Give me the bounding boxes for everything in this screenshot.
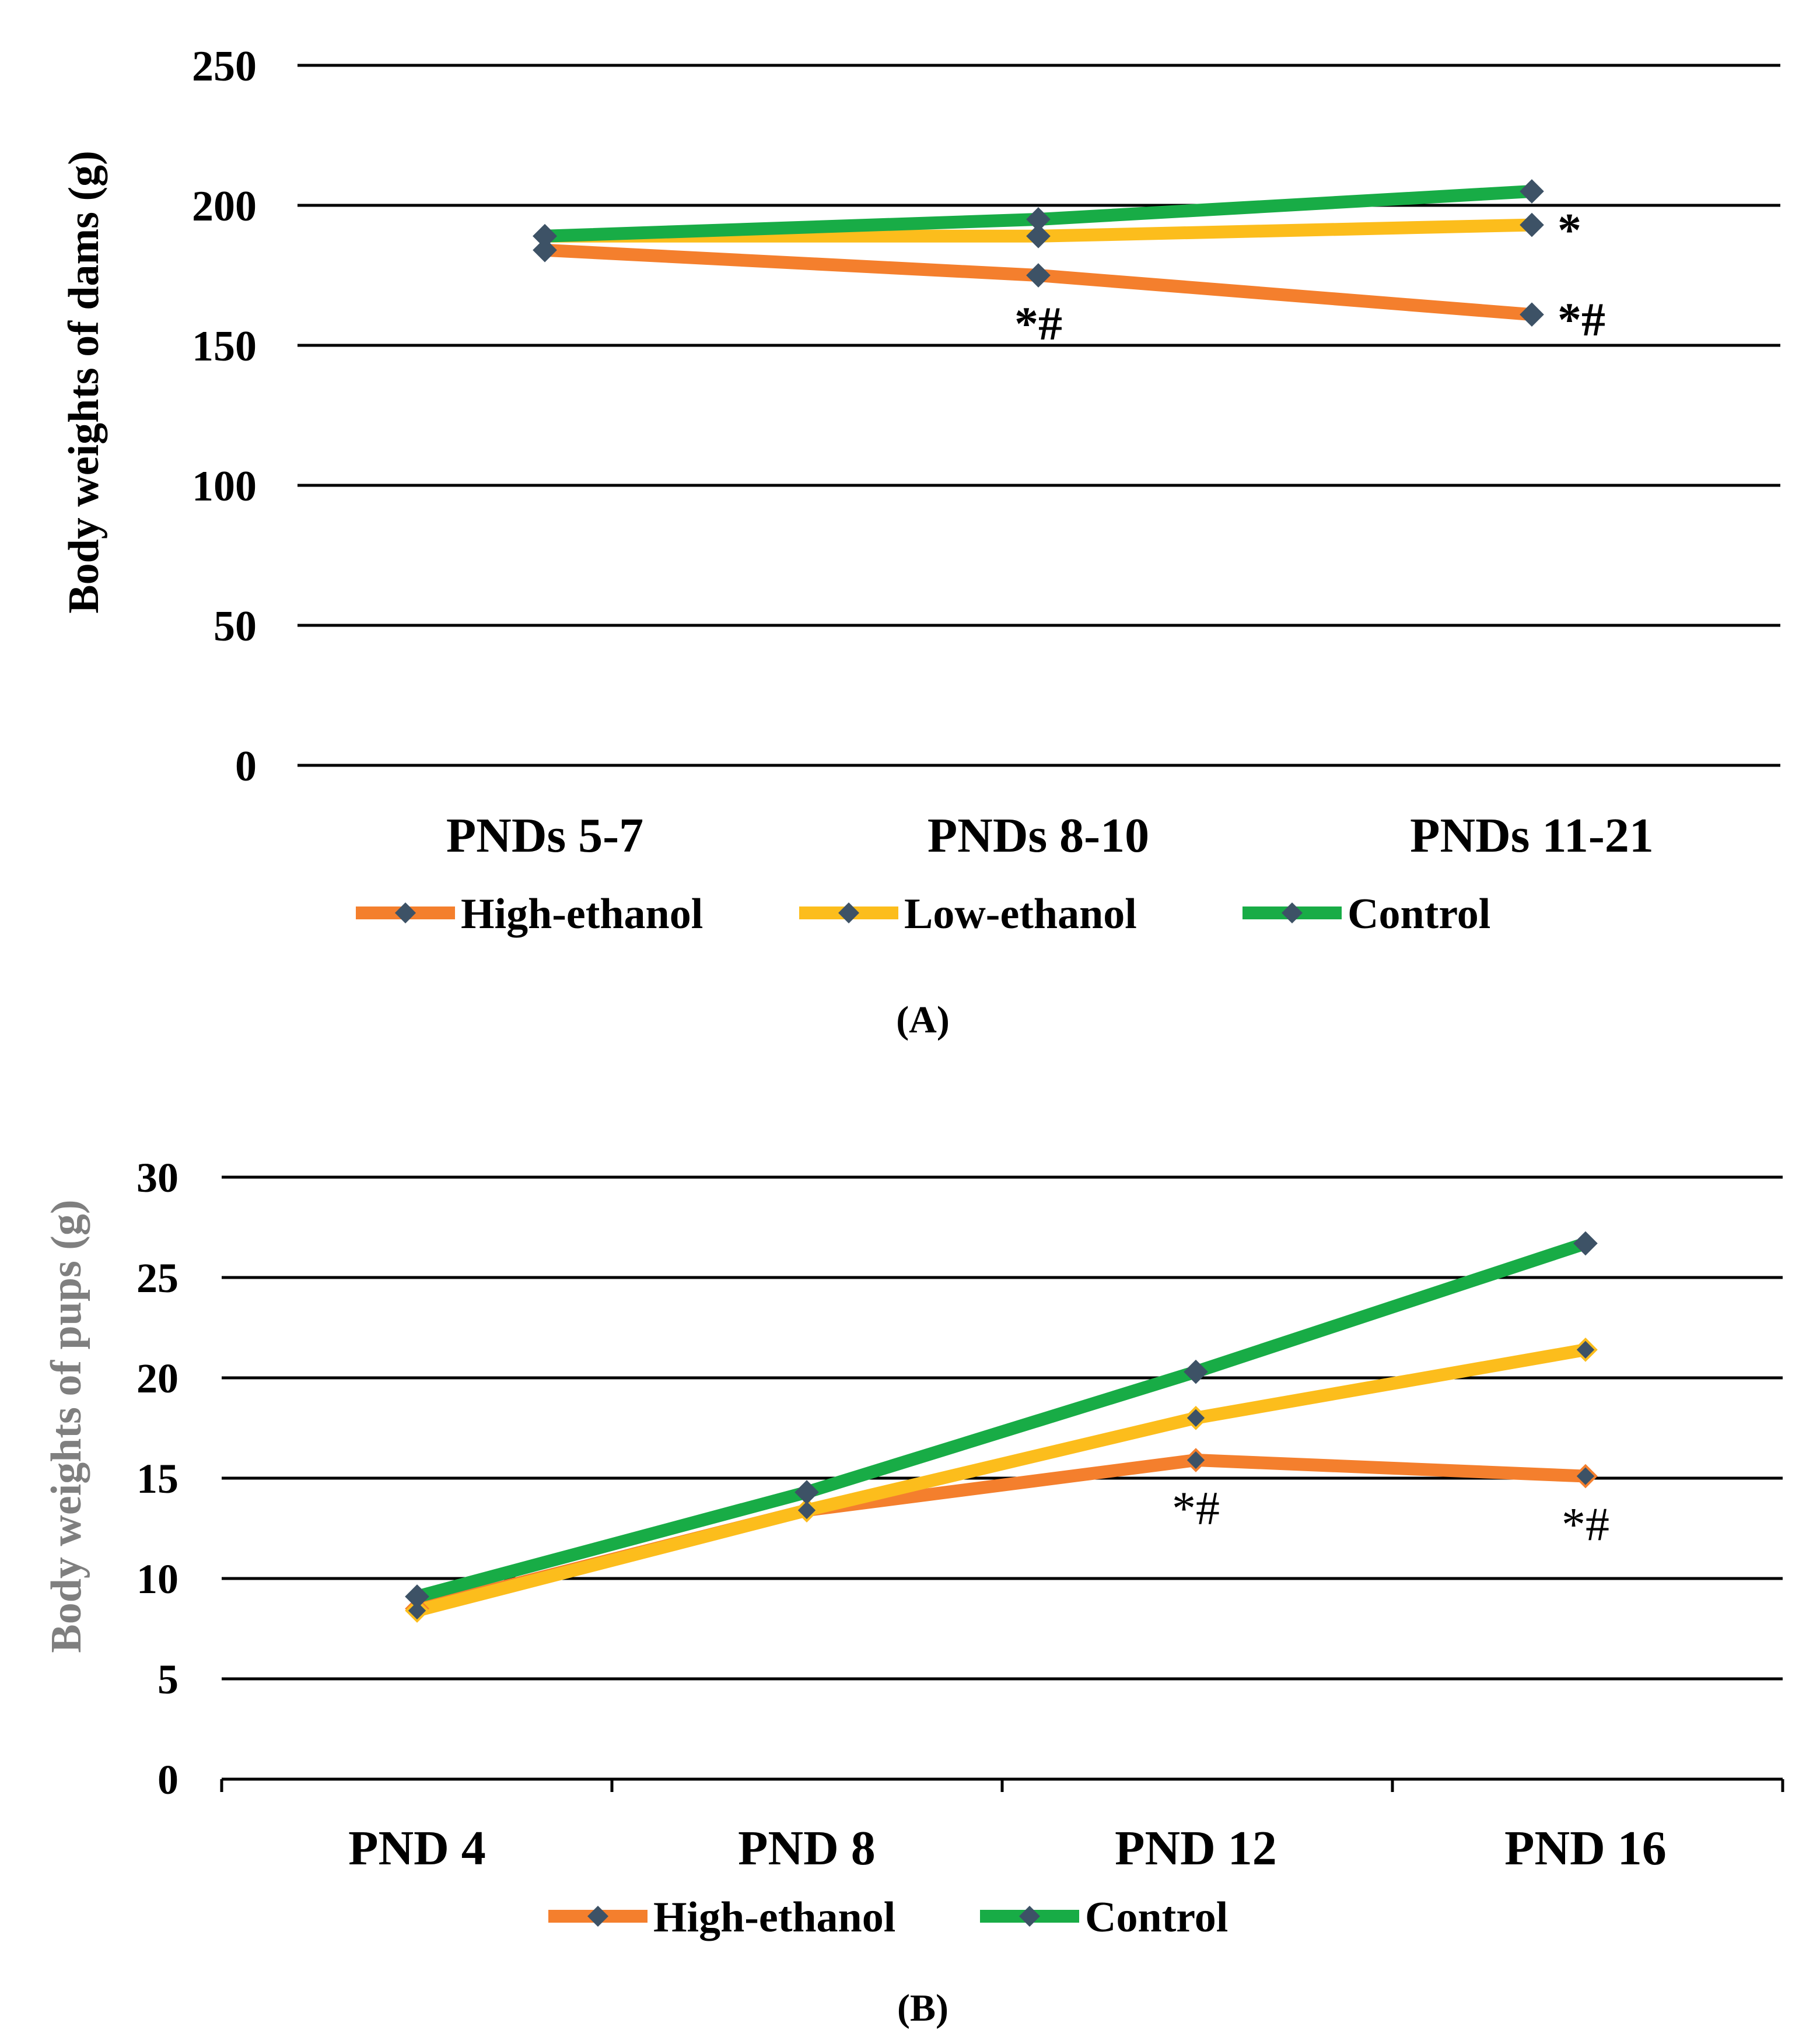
legend: High-ethanol Low-ethanol Control (356, 890, 1490, 938)
x-axis (220, 1777, 1784, 1792)
legend-label: Control (1085, 1894, 1228, 1941)
data-point-control (1573, 1231, 1598, 1256)
legend-label: High-ethanol (653, 1894, 895, 1941)
legend-item-control: Control (1242, 890, 1490, 938)
y-tick-labels: 0 5 10 15 20 25 30 (136, 1154, 178, 1803)
significance-marker: *# (1562, 1498, 1609, 1551)
x-tick-label: PNDs 11-21 (1410, 808, 1654, 863)
x-tick-label: PND 4 (348, 1821, 486, 1875)
series-markers (405, 1231, 1598, 1623)
significance-annotations: *# * *# (1014, 204, 1605, 350)
series-line-control (411, 1237, 1592, 1603)
data-point-control (1184, 1359, 1208, 1384)
data-point-low-ethanol (1026, 223, 1051, 249)
data-point-low-ethanol (1573, 1338, 1598, 1362)
data-point-high-ethanol (533, 237, 557, 262)
legend-marker (1282, 902, 1303, 923)
y-tick-label: 0 (235, 743, 257, 790)
y-tick-labels: 0 50 100 150 200 250 (192, 43, 257, 790)
x-tick-label: PND 12 (1115, 1821, 1277, 1875)
y-tick-label: 10 (136, 1556, 178, 1602)
y-gridlines (298, 64, 1780, 767)
series-line-low-ethanol (411, 1343, 1592, 1618)
significance-marker: *# (1172, 1482, 1220, 1535)
legend-item-control: Control (980, 1894, 1228, 1941)
legend-item-high-ethanol: High-ethanol (548, 1894, 895, 1941)
y-tick-label: 100 (192, 463, 257, 510)
panel-label-a: (A) (896, 999, 950, 1041)
legend-item-high-ethanol: High-ethanol (356, 890, 703, 938)
data-point-high-ethanol (1573, 1464, 1598, 1489)
significance-annotations: *# *# (1172, 1482, 1609, 1551)
x-tick-label: PNDs 5-7 (446, 808, 643, 863)
data-point-control (1026, 207, 1051, 232)
y-tick-label: 5 (158, 1656, 178, 1703)
legend-marker (395, 902, 416, 923)
y-axis-label: Body weights of pups (g) (43, 1199, 90, 1653)
legend-label: Low-ethanol (904, 890, 1137, 938)
significance-marker: *# (1014, 297, 1062, 350)
y-tick-label: 0 (158, 1756, 178, 1803)
x-tick-label: PND 16 (1504, 1821, 1667, 1875)
series-markers (533, 179, 1544, 327)
data-point-control (533, 223, 557, 249)
data-point-control (405, 1584, 429, 1609)
panel-label-b: (B) (897, 1987, 949, 2029)
legend-marker (838, 902, 859, 923)
significance-marker: * (1558, 204, 1581, 257)
data-point-control (794, 1480, 819, 1504)
y-tick-label: 15 (136, 1455, 178, 1502)
data-point-low-ethanol (794, 1498, 819, 1522)
legend: High-ethanol Control (548, 1894, 1228, 1941)
y-tick-label: 30 (136, 1154, 178, 1201)
significance-marker: *# (1558, 293, 1605, 346)
legend-label: High-ethanol (461, 890, 703, 938)
chart-panel-a: 0 50 100 150 200 250 Body weights of dams (g)… (60, 43, 1780, 1041)
legend-marker (1019, 1906, 1040, 1927)
data-point-high-ethanol (1520, 302, 1544, 327)
data-point-low-ethanol (1184, 1405, 1208, 1430)
data-point-high-ethanol (1026, 263, 1051, 288)
x-tick-label: PNDs 8-10 (928, 808, 1149, 863)
y-tick-label: 150 (192, 323, 257, 370)
legend-label: Control (1348, 890, 1490, 938)
data-point-control (1520, 179, 1544, 204)
x-tick-labels: PND 4 PND 8 PND 12 PND 16 (348, 1821, 1667, 1875)
data-point-low-ethanol (405, 1598, 429, 1623)
legend-item-low-ethanol: Low-ethanol (799, 890, 1137, 938)
y-tick-label: 20 (136, 1355, 178, 1402)
y-axis-label: Body weights of dams (g) (60, 150, 108, 613)
x-tick-label: PND 8 (738, 1821, 876, 1875)
x-tick-labels: PNDs 5-7 PNDs 8-10 PNDs 11-21 (446, 808, 1654, 863)
chart-panel-b: 0 5 10 15 20 25 30 Body weights of pups (g) PN… (43, 1154, 1784, 2029)
data-point-high-ethanol (1184, 1448, 1208, 1472)
y-tick-label: 50 (214, 603, 257, 650)
y-tick-label: 200 (192, 183, 257, 230)
legend-marker (587, 1906, 608, 1927)
y-tick-label: 25 (136, 1255, 178, 1301)
data-point-low-ethanol (1520, 212, 1544, 237)
series-line-high-ethanol (411, 1454, 1592, 1615)
series-lines (411, 1237, 1592, 1618)
y-tick-label: 250 (192, 43, 257, 90)
